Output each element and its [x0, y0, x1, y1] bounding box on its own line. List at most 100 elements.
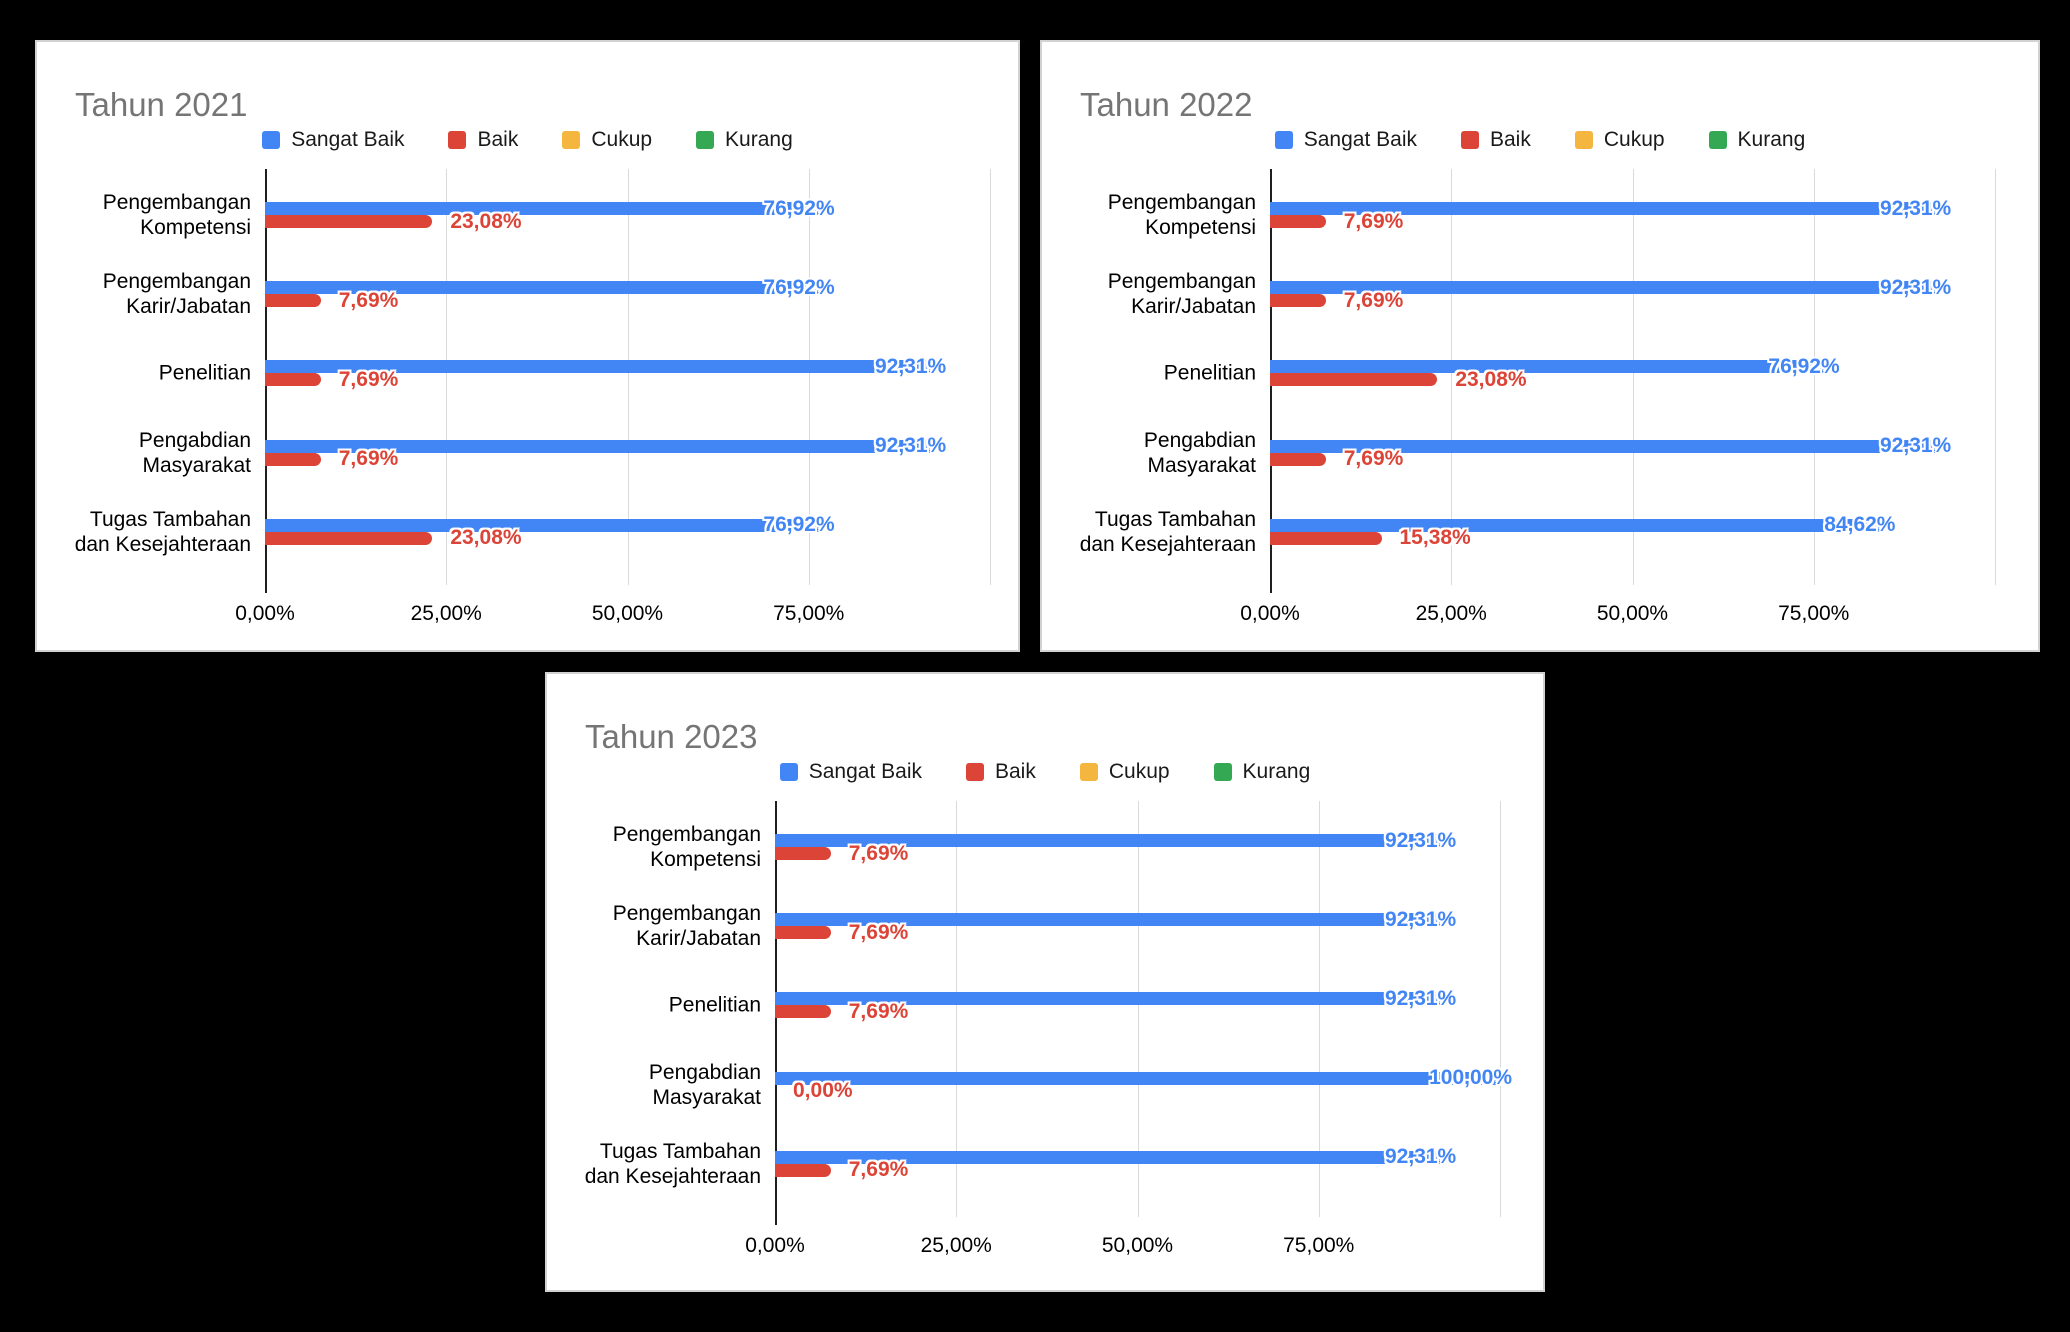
chart-card-tahun-2021: Tahun 2021 Sangat Baik Baik Cukup Kurang Peng…	[35, 40, 1020, 652]
value-label-baik: 7,69%	[848, 920, 909, 944]
bar-sangat-baik	[775, 913, 1445, 927]
x-axis-label: 50,00%	[1101, 1234, 1174, 1257]
legend-item-sangat-baik: Sangat Baik	[779, 760, 922, 784]
gridline	[1632, 169, 1634, 585]
value-label-sangat-baik: 100,00%	[1429, 1066, 1512, 1090]
gridline	[1500, 801, 1501, 1217]
category-label: Pengabdian Masyarakat	[1143, 428, 1256, 477]
legend-swatch-icon	[1460, 131, 1479, 149]
legend-swatch-icon	[965, 763, 984, 781]
legend-swatch-icon	[1079, 763, 1098, 781]
gridline	[446, 169, 448, 585]
x-axis-label: 75,00%	[1778, 602, 1850, 625]
value-label-baik: 7,69%	[338, 367, 399, 391]
category-label: Penelitian	[668, 993, 761, 1017]
legend-item-baik: Baik	[448, 128, 518, 152]
category-label: Tugas Tambahan dan Kesejahteraan	[1079, 507, 1256, 556]
bar-baik	[1270, 373, 1438, 387]
category-label: Tugas Tambahan dan Kesejahteraan	[584, 1139, 761, 1188]
gridline	[808, 169, 810, 585]
legend-label: Sangat Baik	[808, 760, 922, 783]
legend-label: Cukup	[1603, 128, 1665, 151]
x-axis-label: 50,00%	[1596, 602, 1669, 625]
category-label: Pengembangan Kompetensi	[1107, 191, 1256, 239]
bar-sangat-baik	[1270, 202, 1940, 215]
x-axis-label: 0,00%	[1240, 602, 1300, 625]
legend-item-baik: Baik	[1460, 128, 1531, 152]
legend-label: Sangat Baik	[1303, 128, 1417, 151]
legend-swatch-icon	[262, 131, 281, 149]
value-label-sangat-baik: 76,92%	[763, 275, 835, 299]
value-label-baik: 7,69%	[848, 999, 909, 1023]
bar-sangat-baik	[265, 202, 823, 215]
bar-baik	[1270, 452, 1326, 466]
value-label-sangat-baik: 92,31%	[1385, 828, 1457, 852]
value-label-sangat-baik: 92,31%	[1880, 275, 1952, 299]
category-label: Pengembangan Karir/Jabatan	[612, 902, 761, 951]
x-axis-label: 50,00%	[591, 602, 664, 625]
category-label: Tugas Tambahan dan Kesejahteraan	[74, 507, 251, 556]
category-label: Penelitian	[1163, 361, 1256, 385]
value-label-baik: 7,69%	[848, 1158, 909, 1182]
gridline	[1813, 169, 1815, 585]
bar-baik	[1270, 531, 1382, 545]
bar-baik	[775, 1005, 831, 1019]
bar-sangat-baik	[1270, 439, 1940, 453]
x-axis-label: 0,00%	[235, 602, 295, 625]
gridline	[1318, 801, 1320, 1217]
legend-swatch-icon	[696, 131, 715, 149]
chart-card-tahun-2023: Tahun 2023 Sangat Baik Baik Cukup Kurang Peng…	[545, 672, 1545, 1292]
value-label-baik: 7,69%	[1343, 209, 1404, 233]
x-axis-label: 25,00%	[410, 602, 482, 625]
legend-label: Cukup	[1108, 760, 1170, 783]
bar-baik	[775, 847, 831, 860]
bar-baik	[265, 452, 321, 466]
legend-label: Baik	[994, 760, 1036, 783]
legend-label: Kurang	[1737, 128, 1806, 151]
legend-item-baik: Baik	[965, 760, 1036, 784]
value-label-sangat-baik: 92,31%	[1880, 434, 1952, 458]
value-label-sangat-baik: 92,31%	[875, 434, 947, 458]
bar-sangat-baik	[265, 281, 823, 295]
chart-title: Tahun 2021	[75, 86, 248, 123]
gridline	[1451, 169, 1453, 585]
bar-baik	[265, 215, 433, 228]
value-label-sangat-baik: 76,92%	[1768, 354, 1840, 378]
bar-baik	[775, 1163, 831, 1177]
bar-baik	[775, 926, 831, 940]
legend-swatch-icon	[1574, 131, 1593, 149]
chart-card-tahun-2022: Tahun 2022 Sangat Baik Baik Cukup Kurang Peng…	[1040, 40, 2040, 652]
bar-baik	[1270, 215, 1326, 228]
category-label: Pengembangan Karir/Jabatan	[1107, 270, 1256, 319]
legend-swatch-icon	[448, 131, 467, 149]
value-label-baik: 23,08%	[450, 209, 522, 233]
x-axis-label: 75,00%	[1283, 1234, 1355, 1257]
legend-label: Sangat Baik	[291, 128, 405, 151]
legend-item-cukup: Cukup	[562, 128, 652, 152]
legend-item-sangat-baik: Sangat Baik	[1274, 128, 1417, 152]
chart-legend: Sangat Baik Baik Cukup Kurang	[547, 760, 1543, 784]
value-label-baik: 23,08%	[1455, 367, 1527, 391]
bar-sangat-baik	[265, 360, 935, 374]
category-label: Pengabdian Masyarakat	[648, 1060, 761, 1109]
value-label-baik: 23,08%	[450, 526, 522, 550]
value-label-sangat-baik: 84,62%	[1824, 513, 1896, 537]
legend-swatch-icon	[779, 763, 798, 781]
category-label: Pengembangan Kompetensi	[612, 823, 761, 871]
value-label-sangat-baik: 92,31%	[1880, 196, 1952, 220]
value-label-sangat-baik: 76,92%	[763, 196, 835, 220]
gridline	[1995, 169, 1996, 585]
chart-title: Tahun 2022	[1080, 86, 1253, 123]
category-label: Pengembangan Karir/Jabatan	[102, 270, 251, 319]
chart-title: Tahun 2023	[585, 718, 758, 755]
bar-sangat-baik	[775, 992, 1445, 1006]
legend-swatch-icon	[1274, 131, 1293, 149]
legend-item-kurang: Kurang	[1213, 760, 1310, 784]
x-axis-label: 75,00%	[773, 602, 845, 625]
category-label: Pengabdian Masyarakat	[138, 428, 251, 477]
value-label-baik: 7,69%	[848, 841, 909, 865]
legend-swatch-icon	[1708, 131, 1727, 149]
value-label-sangat-baik: 92,31%	[875, 354, 947, 378]
value-label-baik: 0,00%	[793, 1079, 853, 1103]
